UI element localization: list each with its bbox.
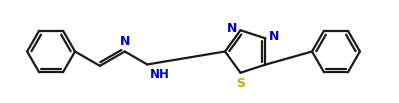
Text: N: N bbox=[227, 22, 237, 35]
Text: S: S bbox=[236, 77, 245, 90]
Text: N: N bbox=[120, 35, 130, 48]
Text: NH: NH bbox=[150, 68, 170, 81]
Text: N: N bbox=[269, 30, 279, 43]
